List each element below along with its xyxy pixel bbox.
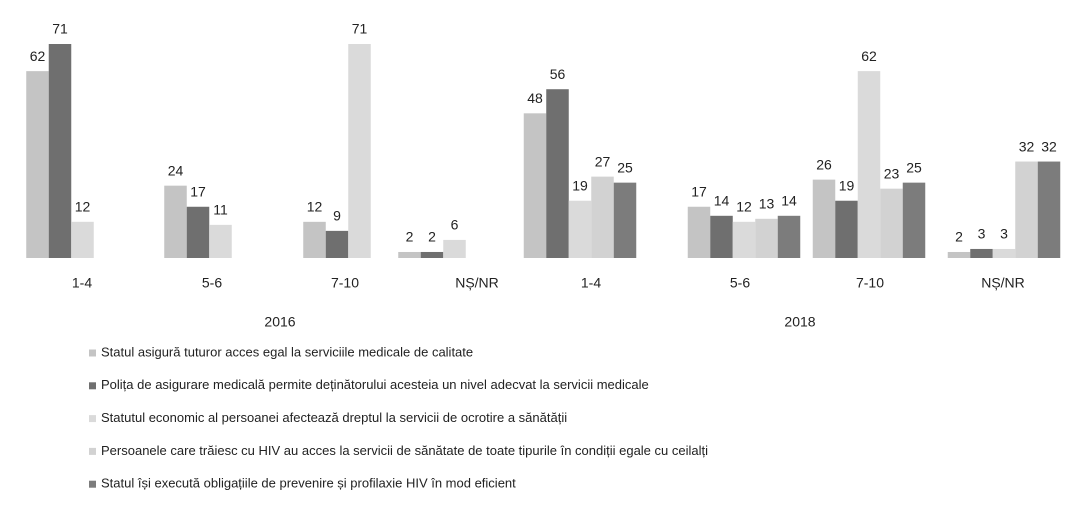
value-label: 2: [955, 229, 963, 245]
legend-label: Statutul economic al persoanei afectează…: [101, 410, 567, 425]
bar: [880, 188, 903, 258]
value-label: 62: [30, 48, 46, 64]
value-label: 9: [333, 208, 341, 224]
legend-marker: [89, 349, 96, 357]
bar: [568, 200, 592, 258]
value-label: 6: [451, 217, 459, 233]
value-label: 19: [572, 177, 588, 193]
value-label: 23: [884, 165, 900, 181]
x-tick-label: 5-6: [202, 275, 222, 291]
bar: [26, 71, 49, 258]
bar: [812, 179, 836, 258]
bar: [71, 221, 94, 258]
value-label: 12: [307, 199, 323, 215]
value-label: 2: [428, 229, 436, 245]
x-tick-label: 7-10: [856, 275, 884, 291]
bar: [546, 89, 569, 258]
legend-label: Statul își execută obligațiile de preven…: [101, 476, 516, 491]
value-label: 14: [714, 193, 730, 209]
value-label: 19: [839, 177, 855, 193]
legend-marker: [89, 480, 96, 488]
value-label: 2: [406, 229, 414, 245]
bar: [613, 182, 637, 258]
bar: [443, 239, 466, 258]
legend-marker: [89, 447, 96, 455]
bar: [777, 215, 801, 258]
value-label: 14: [781, 193, 797, 209]
value-label: 32: [1019, 138, 1035, 154]
bar: [186, 206, 210, 258]
bar: [303, 221, 326, 258]
value-label: 17: [190, 183, 206, 199]
group-label: 2016: [264, 314, 295, 330]
bar: [420, 251, 444, 258]
bar: [732, 221, 756, 258]
value-label: 26: [816, 156, 832, 172]
bar: [591, 176, 614, 258]
bar: [835, 200, 858, 258]
legend-label: Statul asigură tuturor acces egal la ser…: [101, 344, 473, 359]
bar: [947, 251, 971, 258]
bar: [348, 44, 371, 258]
x-tick-label: 1-4: [581, 275, 601, 291]
bar: [970, 248, 993, 258]
bar: [1037, 161, 1061, 258]
value-label: 71: [52, 21, 68, 37]
bar: [523, 113, 547, 258]
value-label: 32: [1041, 138, 1057, 154]
value-label: 17: [691, 183, 707, 199]
value-label: 27: [595, 153, 611, 169]
bar: [992, 248, 1016, 258]
bar: [398, 251, 421, 258]
legend-label: Persoanele care trăiesc cu HIV au acces …: [101, 443, 708, 458]
x-tick-label: 5-6: [730, 275, 750, 291]
value-label: 13: [759, 196, 775, 212]
value-label: 25: [617, 159, 633, 175]
value-label: 62: [861, 48, 877, 64]
bar: [687, 206, 711, 258]
value-label: 3: [1000, 226, 1008, 242]
group-label: 2018: [784, 314, 815, 330]
bar: [710, 215, 733, 258]
x-tick-label: 1-4: [72, 275, 92, 291]
value-label: 12: [75, 199, 91, 215]
legend-marker: [89, 415, 96, 423]
legend-label: Polița de asigurare medicală permite deț…: [101, 377, 649, 392]
bar: [1015, 161, 1038, 258]
value-label: 12: [736, 199, 752, 215]
bar: [209, 224, 232, 258]
legend-marker: [89, 382, 96, 390]
value-label: 11: [213, 202, 228, 218]
value-label: 24: [168, 162, 184, 178]
bar: [325, 230, 349, 258]
value-label: 25: [906, 159, 922, 175]
bar: [857, 71, 881, 258]
x-tick-label: 7-10: [331, 275, 359, 291]
value-label: 56: [550, 66, 566, 82]
value-label: 3: [978, 226, 986, 242]
x-tick-label: NȘ/NR: [981, 275, 1025, 291]
x-tick-label: NȘ/NR: [455, 275, 499, 291]
value-label: 48: [527, 90, 543, 106]
bar: [48, 44, 72, 258]
bar: [902, 182, 926, 258]
bar: [164, 185, 187, 258]
value-label: 71: [352, 21, 368, 37]
bar: [755, 218, 778, 258]
